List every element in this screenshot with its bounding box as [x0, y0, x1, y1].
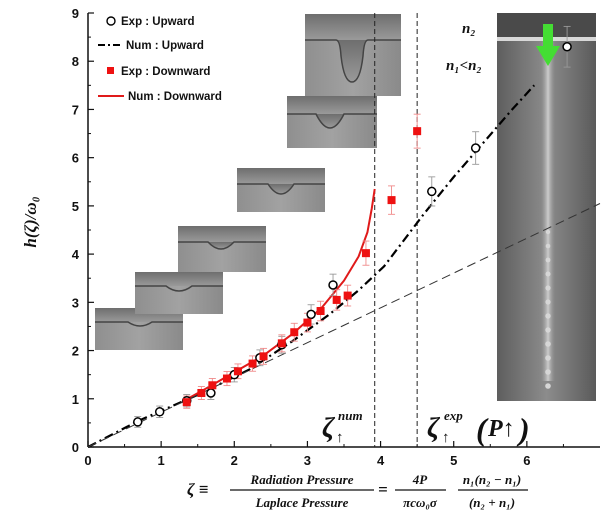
y-tick-label: 9 [72, 6, 79, 21]
xlabel-frac3-den: (n₂ + n₁) [469, 495, 515, 510]
x-tick-label: 4 [377, 453, 385, 468]
annotation-zeta-exp: ζ exp ↑ ( P↑ ) [427, 408, 530, 447]
axes: 0 1 2 3 4 5 6 7 8 9 0 1 2 3 4 5 6 [72, 6, 600, 468]
inset-photo-3 [178, 226, 266, 272]
xlabel-frac3-num: n₁(n₂ − n₁) [463, 472, 521, 487]
point-exp-upward [470, 143, 481, 153]
x-axis-label: ζ ≡ Radiation Pressure Laplace Pressure … [187, 472, 528, 510]
xlabel-frac2-num: 4P [412, 472, 429, 487]
annotation-zeta-num: ζ num ↑ [322, 408, 363, 446]
legend-label-exp-upward: Exp : Upward [121, 16, 194, 28]
arrow-down-icon [536, 24, 560, 66]
inset-photo-tall [497, 13, 596, 401]
data-markers [132, 42, 572, 427]
point-exp-upward [562, 42, 572, 52]
annotation-zeta-exp-arrow: ↑ [442, 430, 450, 446]
legend-label-num-upward: Num : Upward [126, 40, 204, 52]
x-tick-label: 0 [84, 453, 91, 468]
point-exp-downward [182, 398, 191, 407]
point-exp-downward [277, 339, 286, 348]
point-exp-upward [306, 309, 316, 320]
point-exp-downward [222, 374, 231, 383]
y-tick-label: 4 [72, 247, 80, 262]
point-exp-upward [328, 280, 338, 290]
y-tick-label: 1 [72, 392, 79, 407]
label-n1-lt-n2: n₁<n₂ [446, 58, 482, 74]
inset-photo-2 [135, 272, 223, 314]
point-exp-downward [233, 367, 242, 376]
y-tick-label: 6 [72, 151, 79, 166]
y-tick-label: 2 [72, 344, 79, 359]
y-tick-label: 0 [72, 440, 79, 455]
point-exp-downward [303, 318, 312, 327]
xlabel-frac2-den: πcω₀σ [403, 495, 438, 510]
annotation-zeta-num-sup: num [338, 408, 363, 423]
y-axis-label: h(ζ)/ω₀ [21, 196, 40, 247]
point-exp-downward [290, 328, 299, 337]
x-tick-label: 1 [158, 453, 165, 468]
x-tick-label: 5 [450, 453, 457, 468]
point-exp-downward [387, 196, 396, 205]
x-tick-label: 6 [523, 453, 530, 468]
xlabel-frac1-den: Laplace Pressure [255, 495, 349, 510]
inset-photo-5 [287, 96, 377, 148]
xlabel-eq: = [378, 480, 388, 499]
point-exp-downward [343, 291, 352, 300]
y-tick-label: 8 [72, 54, 79, 69]
inset-photos [95, 13, 596, 401]
y-tick-label: 5 [72, 199, 79, 214]
point-exp-downward [361, 249, 370, 258]
xlabel-frac1-num: Radiation Pressure [250, 472, 354, 487]
point-exp-downward [413, 127, 422, 136]
legend-marker-exp-upward [106, 16, 116, 26]
point-exp-downward [208, 381, 217, 390]
point-exp-downward [316, 307, 325, 316]
legend-label-exp-downward: Exp : Downward [121, 66, 210, 78]
y-tick-label: 3 [72, 295, 79, 310]
point-exp-upward [427, 186, 437, 197]
annotation-zeta-exp-sup: exp [444, 408, 463, 423]
line-reference [87, 203, 601, 448]
point-exp-downward [248, 359, 257, 368]
x-tick-label: 3 [304, 453, 311, 468]
point-exp-downward [259, 352, 268, 361]
annotation-zeta-exp-lparen: ( [476, 411, 489, 447]
point-exp-upward [132, 417, 143, 427]
x-tick-label: 2 [231, 453, 238, 468]
point-exp-upward [206, 388, 216, 398]
annotation-zeta-exp-base: ζ [427, 413, 441, 444]
point-exp-downward [197, 388, 206, 397]
legend: Exp : Upward Num : Upward Exp : Downward… [98, 16, 222, 103]
point-exp-upward [154, 407, 165, 417]
legend-marker-exp-downward [107, 67, 114, 74]
annotation-zeta-exp-paren: P↑ [487, 416, 515, 442]
inset-photo-4 [237, 168, 325, 212]
point-exp-downward [332, 295, 341, 304]
annotation-zeta-num-base: ζ [322, 413, 336, 444]
annotation-zeta-num-arrow: ↑ [336, 430, 344, 446]
legend-label-num-downward: Num : Downward [128, 91, 222, 103]
y-tick-label: 7 [72, 102, 79, 117]
label-n2: n₂ [462, 21, 476, 37]
annotation-zeta-exp-rparen: ) [516, 411, 530, 447]
xlabel-lhs: ζ ≡ [187, 480, 208, 499]
inset-photo-1 [95, 308, 183, 350]
inset-photo-6 [305, 14, 401, 96]
